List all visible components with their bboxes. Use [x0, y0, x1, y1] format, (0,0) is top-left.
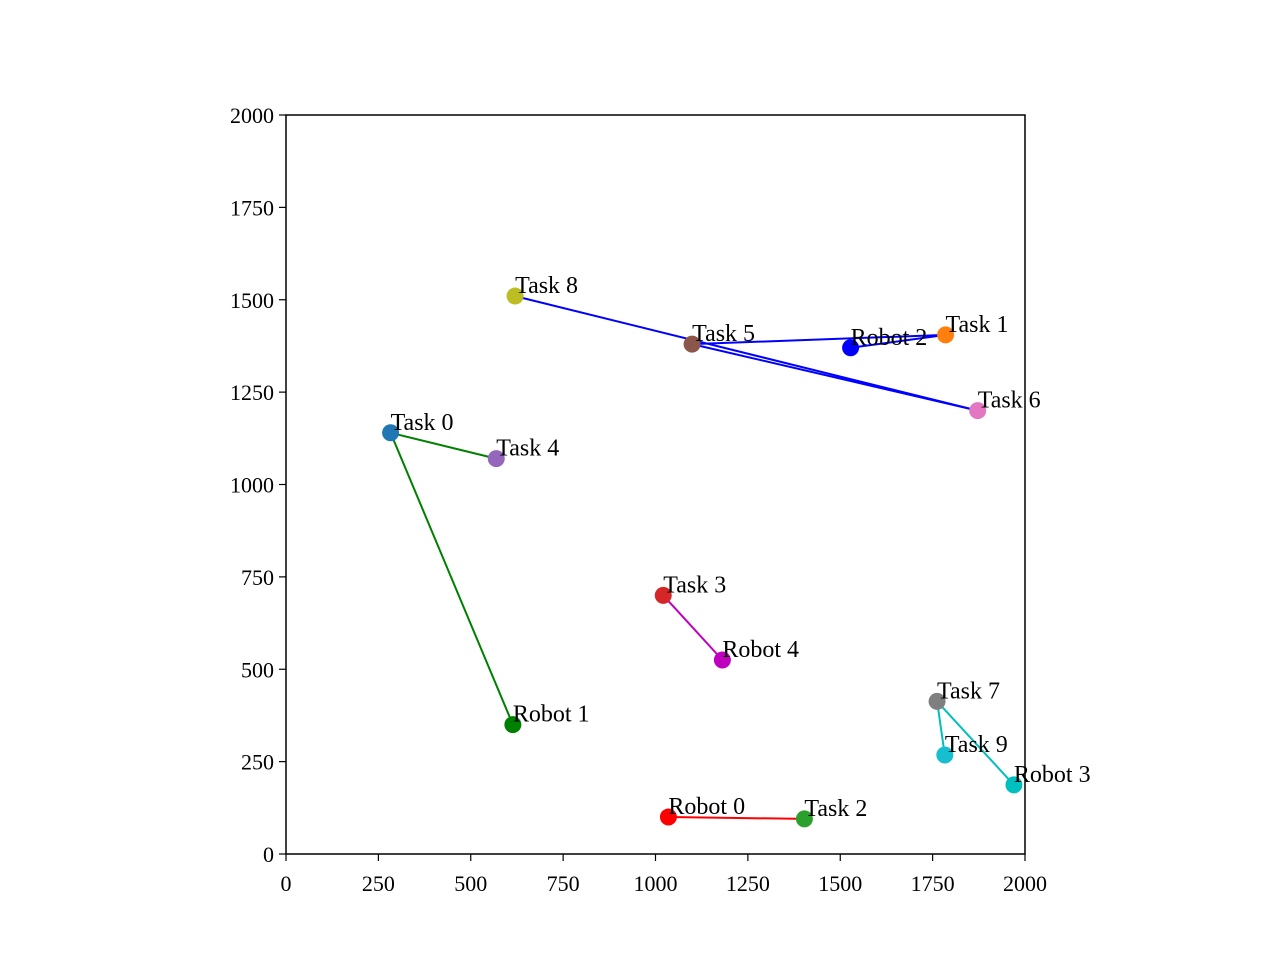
y-tick-label-2000: 2000	[230, 103, 274, 128]
x-tick-label-1750: 1750	[911, 871, 955, 896]
point-robot-3	[1005, 776, 1023, 794]
point-label-task-9: Task 9	[945, 732, 1008, 758]
y-tick-label-500: 500	[241, 657, 274, 682]
point-label-task-2: Task 2	[804, 796, 867, 822]
x-tick-label-1250: 1250	[726, 871, 770, 896]
point-task-1	[937, 326, 955, 344]
point-task-8	[506, 287, 524, 305]
plot-frame	[285, 114, 1026, 855]
y-tick-label-1500: 1500	[230, 288, 274, 313]
x-tick-label-0: 0	[281, 871, 292, 896]
point-label-task-4: Task 4	[496, 436, 559, 462]
point-task-6	[969, 402, 987, 420]
x-tick-label-1500: 1500	[818, 871, 862, 896]
point-label-task-1: Task 1	[946, 312, 1009, 338]
route-robot-4	[662, 594, 724, 661]
x-tick-label-1000: 1000	[634, 871, 678, 896]
point-label-task-5: Task 5	[692, 321, 755, 347]
point-task-4	[487, 450, 505, 468]
point-task-3	[654, 586, 672, 604]
y-tick-label-1250: 1250	[230, 380, 274, 405]
point-label-task-3: Task 3	[663, 572, 726, 598]
point-robot-4	[713, 651, 731, 669]
point-label-task-6: Task 6	[978, 388, 1041, 414]
y-axis: 0 250 500 750 1000 1250 1500 1750 2000	[230, 103, 286, 867]
y-tick-label-250: 250	[241, 750, 274, 775]
x-axis: 0 250 500 750 1000 1250 1500 1750 2000	[281, 854, 1047, 896]
route-robot-2	[514, 295, 978, 412]
x-tick-label-500: 500	[454, 871, 487, 896]
point-label-task-8: Task 8	[515, 273, 578, 299]
point-task-2	[795, 810, 813, 828]
y-tick-label-0: 0	[263, 842, 274, 867]
points-layer	[382, 287, 1023, 828]
point-robot-0	[659, 808, 677, 826]
x-tick-label-2000: 2000	[1003, 871, 1047, 896]
point-label-robot-4: Robot 4	[722, 637, 799, 663]
point-task-5	[683, 335, 701, 353]
point-robot-1	[504, 716, 522, 734]
point-label-task-0: Task 0	[391, 410, 454, 436]
route-robot-0	[668, 816, 805, 820]
y-tick-label-750: 750	[241, 565, 274, 590]
point-label-robot-0: Robot 0	[668, 794, 745, 820]
y-tick-label-1750: 1750	[230, 195, 274, 220]
routes-layer	[388, 295, 1015, 820]
point-label-robot-2: Robot 2	[851, 325, 928, 351]
route-robot-1	[388, 431, 514, 726]
x-tick-label-750: 750	[547, 871, 580, 896]
y-tick-label-1000: 1000	[230, 473, 274, 498]
point-task-7	[928, 692, 946, 710]
point-label-task-7: Task 7	[937, 678, 1000, 704]
point-labels-layer: Task 0 Task 1 Task 2 Task 3 Task 4 Task 5 Task…	[391, 273, 1091, 822]
point-task-0	[382, 424, 400, 442]
point-label-robot-3: Robot 3	[1014, 762, 1091, 788]
point-label-robot-1: Robot 1	[513, 702, 590, 728]
point-task-9	[936, 746, 954, 764]
x-tick-label-250: 250	[362, 871, 395, 896]
point-robot-2	[842, 339, 860, 357]
